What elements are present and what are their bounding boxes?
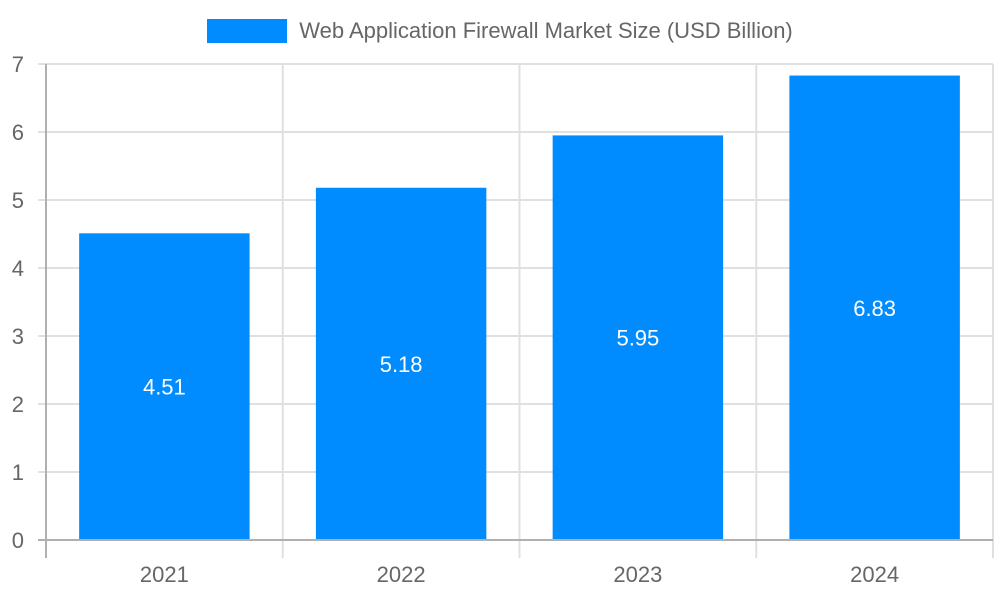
legend-label[interactable]: Web Application Firewall Market Size (US… [299,18,793,43]
bar-value-label: 4.51 [143,375,186,400]
y-tick-label: 2 [12,392,24,417]
x-tick-label: 2023 [613,562,662,587]
y-tick-label: 3 [12,324,24,349]
bar-2024[interactable] [789,75,960,540]
y-tick-label: 6 [12,120,24,145]
bar-2021[interactable] [79,233,250,540]
y-tick-label: 4 [12,256,24,281]
y-tick-label: 1 [12,460,24,485]
bar-value-label: 5.18 [380,352,423,377]
y-tick-label: 5 [12,188,24,213]
y-tick-label: 0 [12,528,24,553]
bar-value-label: 6.83 [853,296,896,321]
chart-legend: Web Application Firewall Market Size (US… [0,18,1000,44]
bar-2023[interactable] [552,135,724,540]
x-tick-label: 2024 [850,562,899,587]
y-tick-label: 7 [12,52,24,77]
x-tick-label: 2022 [377,562,426,587]
legend-swatch[interactable] [207,19,288,43]
x-tick-label: 2021 [140,562,189,587]
bar-value-label: 5.95 [616,326,659,351]
bar-2022[interactable] [315,187,487,540]
